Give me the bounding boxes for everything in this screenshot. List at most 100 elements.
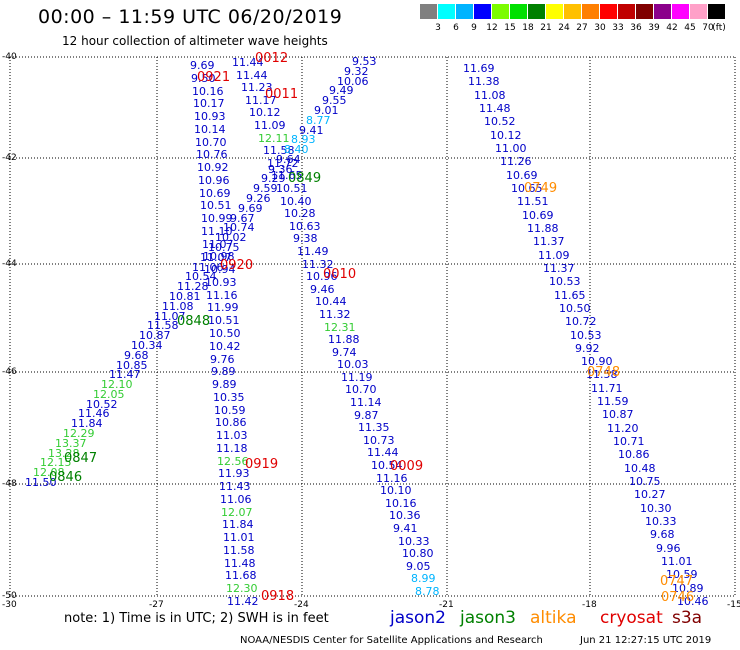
color-scale-label: 36 — [630, 23, 642, 33]
pass-time-label: 0746 — [661, 590, 695, 605]
wave-height-value: 9.49 — [329, 84, 354, 97]
wave-height-value: 10.40 — [280, 195, 312, 208]
wave-height-value: 11.58 — [263, 144, 295, 157]
wave-height-value: 9.76 — [210, 353, 235, 366]
wave-height-value: 10.28 — [284, 207, 316, 220]
wave-height-value: 11.49 — [297, 245, 329, 258]
color-swatch — [600, 4, 617, 19]
wave-height-value: 13.37 — [55, 437, 87, 450]
pass-time-label: 0918 — [261, 589, 295, 604]
color-swatch — [438, 4, 455, 19]
color-scale-label: 9 — [471, 23, 477, 33]
wave-height-value: 10.75 — [208, 241, 240, 254]
wave-height-value: 10.65 — [511, 182, 543, 195]
wave-height-value: 11.68 — [225, 569, 257, 582]
wave-height-value: 10.86 — [618, 448, 650, 461]
wave-height-value: 10.33 — [398, 535, 430, 548]
wave-height-value: 10.81 — [169, 290, 201, 303]
color-scale-legend: 3 6 9 12 15 18 21 24 27 30 33 36 39 42 45 70 (ft) — [420, 4, 730, 36]
wave-height-value: 10.10 — [380, 484, 412, 497]
wave-height-value: 11.09 — [254, 119, 286, 132]
pass-time-label: 0010 — [323, 267, 357, 282]
wave-height-value: 10.35 — [213, 391, 245, 404]
wave-height-value: 8.93 — [291, 133, 316, 146]
wave-height-value: 10.59 — [666, 568, 698, 581]
color-swatch — [510, 4, 527, 19]
wave-height-value: 11.00 — [495, 142, 527, 155]
satellite-legend-jason2: jason2 — [390, 608, 446, 628]
wave-height-value: 11.58 — [147, 319, 179, 332]
wave-height-value: 11.35 — [358, 421, 390, 434]
wave-height-value: 10.53 — [549, 275, 581, 288]
wave-height-value: 11.42 — [227, 595, 259, 608]
chart-subtitle: 12 hour collection of altimeter wave hei… — [62, 34, 328, 48]
color-scale-label: 30 — [594, 23, 606, 33]
wave-height-value: 11.48 — [224, 557, 256, 570]
wave-height-value: 11.46 — [78, 407, 110, 420]
satellite-legend-cryosat: cryosat — [600, 608, 663, 628]
wave-height-value: 9.74 — [332, 346, 357, 359]
wave-height-value: 10.54 — [371, 459, 403, 472]
wave-height-value: 10.02 — [215, 231, 247, 244]
color-scale-label: 12 — [486, 23, 498, 33]
wave-height-value: 11.37 — [543, 262, 575, 275]
color-scale-label: 39 — [648, 23, 660, 33]
wave-height-value: 10.74 — [223, 221, 255, 234]
pass-time-label: 0012 — [255, 51, 289, 66]
pass-time-label: 0847 — [64, 451, 98, 466]
wave-height-value: 11.69 — [463, 62, 495, 75]
pass-time-label: 0747 — [660, 574, 694, 589]
wave-height-value: 11.28 — [177, 280, 209, 293]
wave-height-value: 9.67 — [230, 212, 255, 225]
color-scale-label: 33 — [612, 23, 624, 33]
pass-time-label: 0011 — [265, 87, 299, 102]
satellite-legend-altika: altika — [530, 608, 577, 628]
longitude-tick-label: -21 — [439, 600, 454, 610]
wave-height-value: 11.88 — [328, 333, 360, 346]
color-swatch — [672, 4, 689, 19]
wave-height-value: 11.37 — [533, 235, 565, 248]
wave-height-value: 10.51 — [276, 182, 308, 195]
wave-height-value: 11.88 — [527, 222, 559, 235]
wave-height-value: 9.26 — [246, 192, 271, 205]
wave-height-value: 11.01 — [661, 555, 693, 568]
wave-height-value: 11.23 — [241, 81, 273, 94]
wave-height-value: 11.93 — [218, 467, 250, 480]
wave-height-value: 10.63 — [289, 220, 321, 233]
latitude-tick-label: -42 — [2, 153, 17, 163]
wave-height-value: 10.16 — [385, 497, 417, 510]
wave-height-value: 11.09 — [538, 249, 570, 262]
wave-height-value: 12.31 — [324, 321, 356, 334]
wave-height-value: 10.36 — [389, 509, 421, 522]
color-swatch — [456, 4, 473, 19]
wave-height-value: 9.05 — [406, 560, 431, 573]
wave-height-value: 8.99 — [411, 572, 436, 585]
wave-height-value: 9.32 — [344, 65, 369, 78]
color-swatch — [708, 4, 725, 19]
wave-height-value: 10.42 — [209, 340, 241, 353]
wave-height-value: 10.33 — [645, 515, 677, 528]
pass-time-label: 0846 — [49, 470, 83, 485]
color-swatch — [546, 4, 563, 19]
wave-height-value: 10.50 — [209, 327, 241, 340]
color-swatch — [420, 4, 437, 19]
wave-height-value: 11.06 — [220, 493, 252, 506]
wave-height-value: 10.12 — [249, 106, 281, 119]
color-scale-label: 27 — [576, 23, 588, 33]
wave-height-value: 10.92 — [197, 161, 229, 174]
wave-height-value: 9.53 — [352, 55, 377, 68]
wave-height-value: 9.36 — [268, 163, 293, 176]
wave-height-value: 9.69 — [190, 59, 215, 72]
wave-height-value: 9.29 — [261, 172, 286, 185]
wave-height-value: 10.75 — [629, 475, 661, 488]
credit-line: NOAA/NESDIS Center for Satellite Applica… — [240, 635, 543, 646]
color-swatch — [618, 4, 635, 19]
wave-height-value: 11.08 — [162, 300, 194, 313]
latitude-tick-label: -44 — [2, 259, 17, 269]
latitude-tick-label: -46 — [2, 367, 17, 377]
wave-height-value: 11.65 — [554, 289, 586, 302]
wave-height-value: 10.72 — [565, 315, 597, 328]
note-text: note: 1) Time is in UTC; 2) SWH is in fe… — [64, 611, 329, 626]
wave-height-value: 10.53 — [570, 329, 602, 342]
wave-height-value: 10.44 — [315, 295, 347, 308]
